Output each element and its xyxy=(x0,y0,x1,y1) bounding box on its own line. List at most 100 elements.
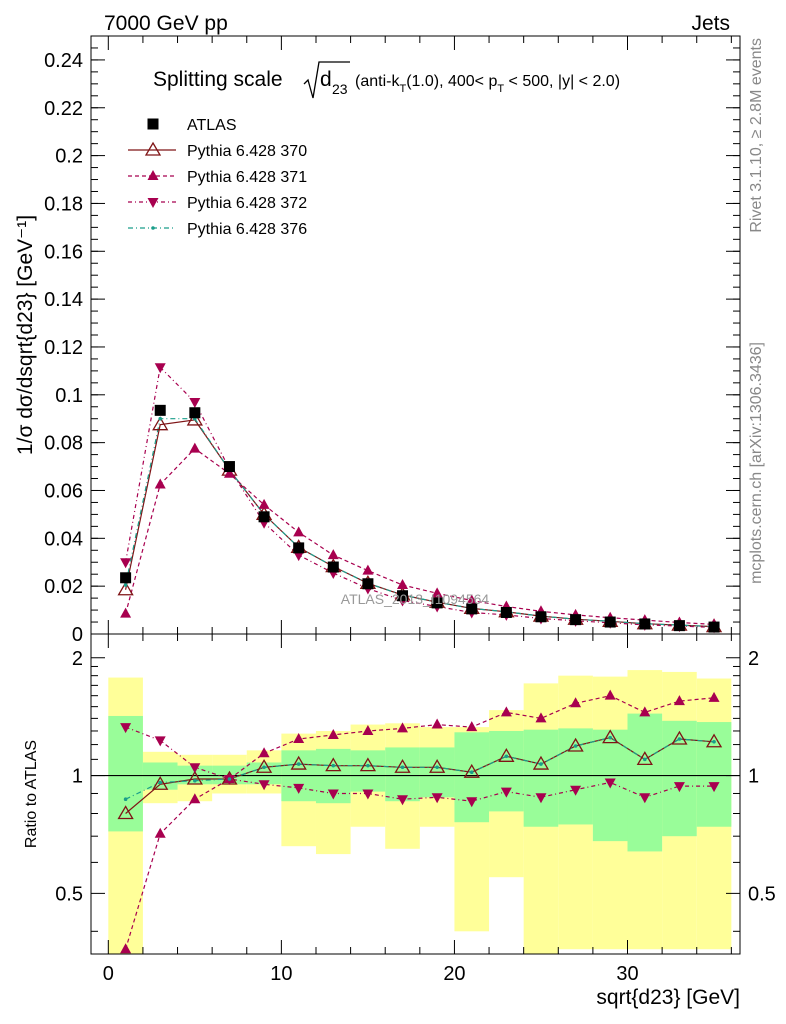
ratio-xtick-label: 0 xyxy=(103,963,114,985)
ratio-point-p376 xyxy=(504,754,509,759)
legend-label-p372: Pythia 6.428 372 xyxy=(187,195,307,212)
legend-marker-p371 xyxy=(147,170,159,180)
main-line-p371 xyxy=(125,447,715,625)
ratio-ytick-label: 0.5 xyxy=(55,883,83,905)
legend-label-p371: Pythia 6.428 371 xyxy=(187,169,307,186)
main-point-p371 xyxy=(258,498,270,509)
main-point-p371 xyxy=(466,594,478,605)
main-point-p371 xyxy=(431,587,443,598)
ratio-point-p371 xyxy=(362,724,374,735)
ratio-point-p372 xyxy=(154,736,166,747)
ratio-point-p370 xyxy=(602,729,619,744)
main-series xyxy=(117,363,723,634)
main-point-p371 xyxy=(397,578,409,589)
ratio-band-inner xyxy=(108,715,143,832)
ratio-point-p370 xyxy=(255,758,273,773)
mcplots-label: mcplots.cern.ch [arXiv:1306.3436] xyxy=(748,342,765,584)
main-ytick-label: 0.14 xyxy=(44,289,83,311)
title-details-c: < 500, |y| < 2.0) xyxy=(504,73,620,90)
ratio-point-p370 xyxy=(152,775,169,790)
title-details-a-sub: T xyxy=(399,83,406,95)
ratio-point-p370 xyxy=(325,757,342,772)
ratio-point-p370 xyxy=(117,805,134,820)
ratio-point-p371 xyxy=(189,793,201,804)
main-ytick-label: 0.06 xyxy=(44,480,83,502)
main-point-data xyxy=(223,461,235,473)
main-point-data xyxy=(639,618,651,630)
legend-marker-p376 xyxy=(151,226,155,230)
main-ytick-label: 0.02 xyxy=(44,576,83,598)
ratio-point-p376 xyxy=(677,737,682,741)
ratio-band-inner xyxy=(523,729,559,827)
ratio-point-p376 xyxy=(262,765,266,770)
main-point-p371 xyxy=(327,549,339,560)
ratio-point-p372 xyxy=(431,793,443,804)
ratio-point-p376 xyxy=(296,762,301,766)
ratio-point-p372 xyxy=(327,789,339,800)
main-ytick-label: 0 xyxy=(72,624,83,646)
main-point-p372 xyxy=(154,363,166,374)
title-details-a: (anti-k xyxy=(355,73,400,90)
ratio-point-p370 xyxy=(498,748,515,762)
ratio-line-p372 xyxy=(125,726,714,802)
ratio-point-p370 xyxy=(567,737,584,752)
ratio-point-p370 xyxy=(290,755,307,770)
main-panel: 0 0.02 0.04 0.06 0.08 0.1 0.12 0.14 0.16 0.18 0.2 0… xyxy=(14,35,741,646)
ratio-point-p372 xyxy=(258,780,270,791)
main-ytick-label: 0.08 xyxy=(44,433,83,455)
main-point-data xyxy=(362,578,374,590)
main-point-data xyxy=(535,611,547,623)
ratio-ytick-label-right: 1 xyxy=(748,766,759,788)
ratio-point-p372 xyxy=(293,783,305,794)
ratio-point-p370 xyxy=(671,730,688,745)
title-prefix: Splitting scale xyxy=(153,68,283,91)
ratio-band-inner xyxy=(385,747,420,802)
ratio-point-p371 xyxy=(120,943,132,954)
ratio-point-p370 xyxy=(636,751,653,766)
ratio-point-p372 xyxy=(535,793,547,804)
ratio-point-p376 xyxy=(123,797,128,802)
ratio-line-p371 xyxy=(125,695,715,950)
main-point-p371 xyxy=(154,478,166,489)
main-point-data xyxy=(120,572,132,584)
header-left: 7000 GeV pp xyxy=(104,12,228,35)
ratio-ytick-label-right: 2 xyxy=(748,648,759,670)
header-right: Jets xyxy=(691,12,730,35)
main-ytick-label: 0.16 xyxy=(44,241,83,263)
ratio-point-p372 xyxy=(570,785,582,796)
main-point-data xyxy=(397,590,409,602)
ratio-point-p376 xyxy=(331,763,336,768)
legend-marker-data xyxy=(147,118,159,130)
main-point-p372 xyxy=(189,397,201,408)
ratio-point-p376 xyxy=(469,770,474,775)
chart-title: Splitting scale d 23 (anti-kT(1.0), 400<… xyxy=(153,61,620,99)
ratio-point-p376 xyxy=(712,739,716,744)
main-point-data xyxy=(154,404,166,416)
main-ytick-label: 0.24 xyxy=(44,50,83,72)
ratio-ytick-label-right: 0.5 xyxy=(748,883,776,905)
ratio-point-p371 xyxy=(535,712,547,723)
legend: ATLAS Pythia 6.428 370 Pythia 6.428 371 Pyt… xyxy=(128,117,307,238)
ratio-xlabel: sqrt{d23} [GeV] xyxy=(596,986,740,1009)
title-sqrt-body: d xyxy=(320,68,332,91)
ratio-point-p372 xyxy=(466,797,478,808)
ratio-point-p371 xyxy=(604,689,616,700)
ratio-point-p372 xyxy=(708,782,720,793)
ratio-point-p371 xyxy=(466,721,478,732)
main-point-p372 xyxy=(120,558,132,569)
title-sqrt-sub: 23 xyxy=(332,81,348,97)
ratio-point-p372 xyxy=(120,723,132,734)
main-point-p376 xyxy=(158,416,163,421)
sqrt-sign xyxy=(303,61,350,99)
ratio-point-p371 xyxy=(154,827,166,838)
main-point-p370 xyxy=(152,416,169,431)
legend-label-p370: Pythia 6.428 370 xyxy=(187,143,307,160)
ratio-point-p370 xyxy=(463,763,480,778)
ratio-point-p376 xyxy=(158,780,163,785)
ratio-ylabel: Ratio to ATLAS xyxy=(23,740,40,848)
main-point-data xyxy=(189,407,201,419)
ratio-ytick-label: 1 xyxy=(72,766,83,788)
ratio-point-p371 xyxy=(639,706,651,717)
